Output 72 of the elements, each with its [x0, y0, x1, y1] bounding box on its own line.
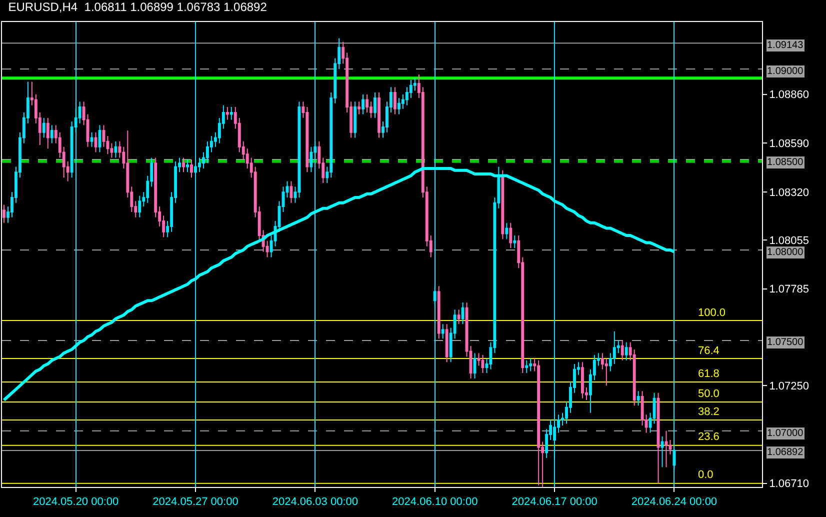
candlestick: [42, 117, 46, 138]
annotation: 0.0: [698, 469, 714, 481]
y-tick-label: 1.07785: [769, 284, 809, 296]
y-tick-label: 1.08320: [769, 186, 809, 199]
x-tick-label: 2024.06.10 00:00: [392, 496, 478, 508]
candlestick: [537, 360, 540, 486]
x-tick-label: 2024.06.03 00:00: [272, 496, 358, 508]
candlestick: [50, 124, 54, 144]
candlestick: [354, 101, 357, 138]
candlestick: [620, 340, 624, 361]
x-tick-label: 2024.05.27 00:00: [152, 496, 238, 508]
candlestick: [481, 354, 484, 374]
candlestick: [437, 286, 440, 340]
candlestick: [525, 360, 528, 374]
candlestick: [581, 362, 584, 399]
ref-line-label: 1.08000: [767, 247, 804, 258]
annotation: 23.6: [698, 431, 720, 443]
candlestick: [2, 204, 6, 224]
x-tick-label: 2024.06.17 00:00: [512, 496, 598, 508]
candlestick: [509, 222, 512, 249]
candlestick: [664, 430, 668, 468]
candlestick: [362, 94, 365, 115]
chart-title: EURUSD,H4 1.06811 1.06899 1.06783 1.06892: [8, 0, 268, 14]
y-tick-label: 1.08590: [769, 138, 809, 150]
y-tick-label: 1.06710: [769, 478, 809, 490]
candlestick: [226, 106, 229, 120]
candlestick: [393, 86, 396, 115]
candlestick: [445, 324, 448, 363]
x-tick-label: 2024.06.24 00:00: [631, 496, 718, 508]
annotation: 61.8: [698, 368, 720, 380]
candlestick: [46, 117, 50, 150]
candlestick: [624, 342, 628, 361]
candlestick: [636, 390, 640, 406]
candlestick: [457, 309, 460, 325]
annotation: 76.4: [698, 345, 720, 357]
candlestick: [290, 180, 293, 204]
candlestick: [505, 222, 508, 240]
candlestick: [98, 124, 102, 153]
candlestick: [90, 132, 94, 148]
candlestick: [513, 235, 516, 249]
ref-line-label: 1.09143: [767, 40, 804, 51]
candlestick: [378, 92, 380, 138]
candlestick: [230, 106, 233, 120]
line-series: [2, 167, 676, 402]
candlestick: [656, 392, 660, 484]
candlestick: [114, 140, 118, 158]
y-tick-label: 1.07250: [769, 380, 809, 393]
candlestick: [660, 436, 664, 468]
ref-line-label: 1.06892: [767, 447, 804, 458]
candlestick: [138, 195, 142, 218]
candlestick: [441, 324, 444, 340]
candlestick: [190, 159, 193, 178]
candlestick: [94, 132, 98, 153]
candlestick: [529, 358, 532, 372]
ref-line-label: 1.07000: [767, 428, 804, 439]
annotation: 38.2: [698, 406, 720, 418]
candlestick: [397, 97, 400, 115]
annotation: 100.0: [698, 307, 726, 319]
candlestick: [473, 352, 476, 379]
candlestick: [358, 101, 361, 115]
y-tick-label: 1.08860: [769, 89, 809, 102]
candlestick: [186, 159, 189, 173]
candlestick: [461, 302, 464, 325]
annotation: 50.0: [698, 388, 720, 400]
candlestick: [182, 157, 185, 173]
y-tick-label: 1.08055: [769, 234, 809, 247]
ref-line-label: 1.07500: [767, 337, 804, 348]
candlestick: [374, 92, 376, 118]
x-tick-label: 2024.05.20 00:00: [32, 496, 119, 508]
ref-line-label: 1.09000: [767, 66, 804, 77]
candlestick: [501, 170, 504, 240]
ref-line-label: 1.08500: [767, 157, 804, 168]
